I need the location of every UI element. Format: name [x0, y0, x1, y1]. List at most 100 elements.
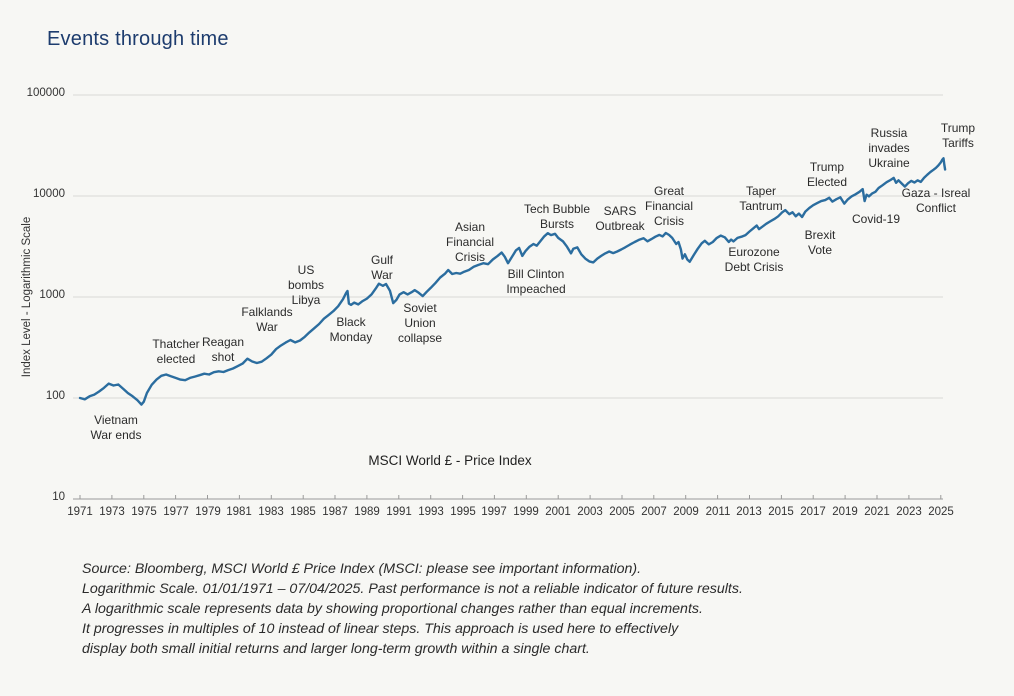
event-annotation-line: Falklands	[241, 305, 293, 319]
y-tick-label: 10	[52, 491, 65, 503]
event-annotation-line: US	[297, 263, 315, 277]
x-tick-label: 1989	[354, 506, 380, 518]
event-annotation: Soviet Union collapse	[355, 301, 485, 346]
event-annotation-line: Ukraine	[868, 156, 910, 170]
event-annotation: Reagan shot	[158, 335, 288, 365]
event-annotation-line: Crisis	[455, 250, 485, 264]
event-annotation-line: Trump	[940, 121, 976, 135]
x-tick-label: 1997	[481, 506, 507, 518]
x-tick-label: 2013	[736, 506, 762, 518]
event-annotation-line: Elected	[806, 175, 848, 189]
event-annotation-line: collapse	[397, 331, 443, 345]
event-annotation-line: SARS	[603, 204, 637, 218]
x-tick-label: 2003	[577, 506, 603, 518]
event-annotation: Tech Bubble Bursts	[492, 202, 622, 232]
event-annotation: Eurozone Debt Crisis	[689, 245, 819, 275]
event-annotation-line: Gulf	[370, 253, 393, 267]
x-tick-label: 1993	[418, 506, 444, 518]
event-annotation: Asian Financial Crisis	[405, 220, 535, 265]
event-annotation-line: Libya	[291, 293, 321, 307]
event-annotation-line: Eurozone	[728, 245, 780, 259]
event-annotation: Trump Elected	[762, 160, 892, 190]
event-annotation-line: War	[371, 268, 393, 282]
source-line: Source: Bloomberg, MSCI World £ Price In…	[82, 561, 642, 577]
y-tick-label: 10000	[33, 188, 65, 200]
event-annotation-line: Soviet	[403, 301, 437, 315]
event-annotation-line: Monday	[329, 330, 373, 344]
source-line: display both small initial returns and l…	[82, 641, 590, 657]
event-annotation-line: Impeached	[506, 282, 566, 296]
y-tick-label: 100000	[26, 87, 65, 99]
page-title: Events through time	[47, 28, 229, 50]
event-annotation: Black Monday	[286, 315, 416, 345]
event-annotation: Vietnam War ends	[51, 413, 181, 443]
y-tick-label: 1000	[39, 289, 65, 301]
event-annotation-line: Taper	[745, 184, 777, 198]
event-annotation: SARS Outbreak	[555, 204, 685, 234]
event-annotation-line: Financial	[445, 235, 495, 249]
event-annotation: Bill Clinton Impeached	[471, 267, 601, 297]
event-annotation-line: Tantrum	[739, 199, 783, 213]
x-tick-label: 1987	[322, 506, 348, 518]
x-tick-label: 2017	[800, 506, 826, 518]
event-annotation: Thatcher elected	[111, 337, 241, 367]
x-tick-label: 2007	[641, 506, 667, 518]
event-annotation: Gulf War	[317, 253, 447, 283]
event-annotation-line: Covid-19	[851, 212, 901, 226]
event-annotation-line: Union	[404, 316, 436, 330]
event-annotation-line: Vietnam	[94, 413, 138, 427]
source-note: Source: Bloomberg, MSCI World £ Price In…	[82, 559, 743, 659]
event-annotation-line: elected	[156, 352, 196, 366]
event-annotation: Gaza - Isreal Conflict	[871, 186, 1001, 216]
x-tick-label: 2005	[609, 506, 635, 518]
x-tick-label: 2025	[928, 506, 954, 518]
event-annotation-line: shot	[211, 350, 235, 364]
event-annotation-line: bombs	[287, 278, 325, 292]
source-line: Logarithmic Scale. 01/01/1971 – 07/04/20…	[82, 581, 743, 597]
x-tick-label: 1983	[258, 506, 284, 518]
series-label: MSCI World £ - Price Index	[368, 453, 532, 468]
event-annotation: Covid-19	[811, 212, 941, 227]
event-annotation-line: Tech Bubble	[523, 202, 591, 216]
event-annotation-line: Thatcher	[152, 337, 200, 351]
event-annotation-line: Trump	[809, 160, 845, 174]
x-tick-label: 1981	[226, 506, 252, 518]
event-annotation-line: Gaza - Isreal	[901, 186, 971, 200]
x-tick-label: 1971	[67, 506, 93, 518]
x-tick-label: 2015	[768, 506, 794, 518]
x-tick-label: 1999	[513, 506, 539, 518]
event-annotation-line: Crisis	[654, 214, 684, 228]
event-annotation-line: War	[256, 320, 278, 334]
event-annotation-line: War ends	[90, 428, 142, 442]
event-annotation-line: Russia	[870, 126, 908, 140]
x-tick-label: 1995	[450, 506, 476, 518]
price-line	[78, 157, 947, 406]
event-annotation-line: invades	[868, 141, 910, 155]
event-annotation: Great Financial Crisis	[604, 184, 734, 229]
event-annotation-line: Vote	[807, 243, 833, 257]
event-annotation-line: Financial	[644, 199, 694, 213]
x-tick-label: 2023	[896, 506, 922, 518]
event-annotation: US bombs Libya	[241, 263, 371, 308]
event-annotation: Trump Tariffs	[893, 121, 1014, 151]
event-annotation: Russia invades Ukraine	[824, 126, 954, 171]
event-annotation: Taper Tantrum	[696, 184, 826, 214]
y-tick-label: 100	[45, 390, 65, 402]
x-tick-label: 1977	[163, 506, 189, 518]
x-tick-label: 2019	[832, 506, 858, 518]
event-annotation-line: Bursts	[539, 217, 574, 231]
x-tick-label: 2009	[673, 506, 699, 518]
event-annotation: Brexit Vote	[755, 228, 885, 258]
x-tick-label: 2021	[864, 506, 890, 518]
x-tick-label: 2001	[545, 506, 571, 518]
event-annotation-line: Great	[653, 184, 684, 198]
event-annotation-line: Asian	[454, 220, 486, 234]
event-annotation-line: Conflict	[915, 201, 956, 215]
source-line: A logarithmic scale represents data by s…	[82, 601, 703, 617]
event-annotation-line: Black	[336, 315, 366, 329]
event-annotation-line: Reagan	[201, 335, 245, 349]
x-tick-label: 1979	[195, 506, 221, 518]
event-annotation-line: Bill Clinton	[507, 267, 565, 281]
